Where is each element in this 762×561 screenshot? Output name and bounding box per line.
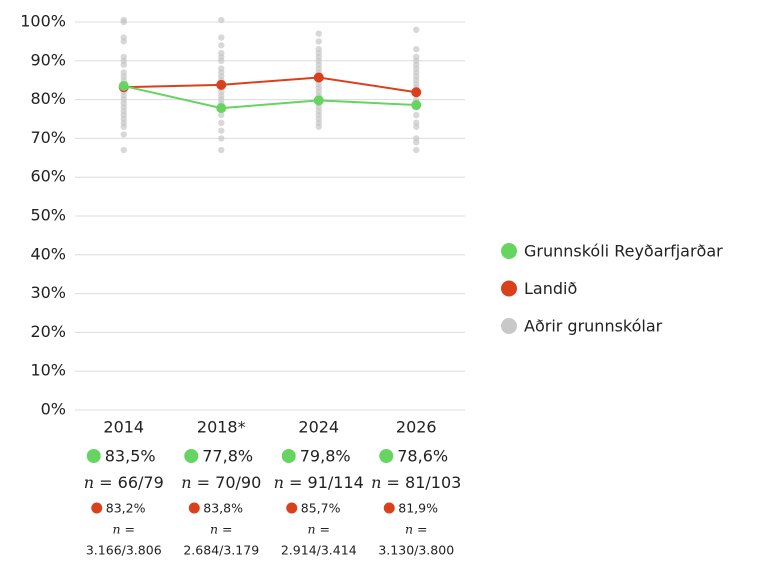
y-tick-label: 70% [30, 128, 66, 147]
other-school-dot [218, 16, 225, 24]
legend-dot [188, 502, 200, 514]
other-school-dot [218, 135, 225, 142]
y-tick-label: 90% [30, 50, 66, 69]
sample: 3.130/3.800 [378, 543, 454, 558]
other-school-dot [218, 111, 225, 119]
series-dot [216, 103, 227, 114]
series-line [123, 76, 417, 94]
other-school-dot [120, 123, 127, 130]
legend-dot [286, 502, 298, 514]
other-school-dot [315, 123, 322, 130]
legend-dot [379, 449, 394, 463]
value-label: 85,7% [301, 501, 341, 516]
value-label: 83,5% [105, 447, 156, 466]
sample: 81/103 [405, 473, 461, 492]
series-dot [313, 95, 324, 106]
n-prefix: n = [308, 522, 331, 537]
other-school-dot [315, 38, 322, 45]
other-school-dot [120, 18, 127, 26]
legend-marker [501, 318, 517, 334]
y-tick-label: 20% [30, 322, 66, 341]
legend-marker [501, 280, 517, 297]
sample: 66/79 [118, 473, 164, 492]
sample: 2.684/3.179 [183, 543, 259, 558]
other-school-dot [413, 111, 420, 119]
x-tick-label: 2018* [197, 418, 246, 437]
other-school-dot [413, 123, 420, 130]
other-school-dot [120, 61, 127, 68]
y-tick-label: 30% [30, 283, 66, 302]
legend-marker [501, 243, 517, 259]
sample: 2.914/3.414 [281, 543, 357, 558]
other-school-dot [413, 146, 420, 154]
y-tick-label: 60% [30, 167, 66, 186]
value-label: 81,9% [398, 501, 438, 516]
sample-size: n = 70/90 [181, 473, 261, 492]
y-tick-label: 100% [20, 12, 66, 31]
series-dot [216, 79, 227, 90]
x-tick-label: 2026 [396, 418, 437, 437]
sample: 70/90 [215, 473, 261, 492]
other-school-dot [218, 127, 225, 134]
sample: 91/114 [308, 473, 364, 492]
legend-dot [184, 449, 199, 463]
value-label: 83,2% [106, 501, 146, 516]
sample-size: n = 66/79 [84, 473, 164, 492]
y-tick-label: 10% [30, 361, 66, 380]
sample-size: n = 81/103 [371, 473, 461, 492]
y-tick-label: 80% [30, 89, 66, 108]
sample: 3.166/3.806 [86, 543, 162, 558]
other-school-dot [218, 57, 225, 64]
y-tick-label: 40% [30, 244, 66, 263]
other-school-dot [218, 146, 225, 154]
n-prefix: n = [274, 473, 303, 492]
other-school-dot [120, 131, 127, 138]
value-label: 83,8% [203, 501, 243, 516]
series-line [123, 85, 417, 110]
other-school-dot [413, 139, 420, 146]
legend-dot [91, 502, 103, 514]
value-label: 77,8% [202, 447, 253, 466]
legend-label: Grunnskóli Reyðarfjarðar [524, 242, 723, 261]
y-tick-label: 50% [30, 206, 66, 225]
value-label: 79,8% [300, 447, 351, 466]
series-dot [411, 100, 422, 111]
other-school-dot [218, 119, 225, 127]
other-school-dot [120, 146, 127, 154]
x-tick-label: 2024 [298, 418, 339, 437]
n-prefix: n = [84, 473, 113, 492]
n-prefix: n = [181, 473, 210, 492]
other-school-dot [120, 38, 127, 45]
legend-label: Aðrir grunnskólar [524, 317, 663, 336]
legend-dot [86, 449, 101, 463]
legend-label: Landið [524, 279, 577, 298]
legend-dot [383, 502, 395, 514]
series-dot [118, 81, 129, 92]
y-tick-label: 0% [41, 400, 66, 419]
n-prefix: n = [405, 522, 428, 537]
n-prefix: n = [113, 522, 136, 537]
other-school-dot [315, 30, 322, 37]
n-prefix: n = [371, 473, 400, 492]
series-dot [313, 72, 324, 83]
x-tick-label: 2014 [103, 418, 144, 437]
n-prefix: n = [210, 522, 233, 537]
other-school-dot [413, 45, 420, 53]
series-dot [411, 87, 422, 98]
other-school-dot [218, 42, 225, 49]
sample-size: n = 91/114 [274, 473, 364, 492]
legend-dot [281, 449, 296, 463]
value-label: 78,6% [397, 447, 448, 466]
other-school-dot [413, 26, 420, 33]
other-school-dot [218, 34, 225, 41]
